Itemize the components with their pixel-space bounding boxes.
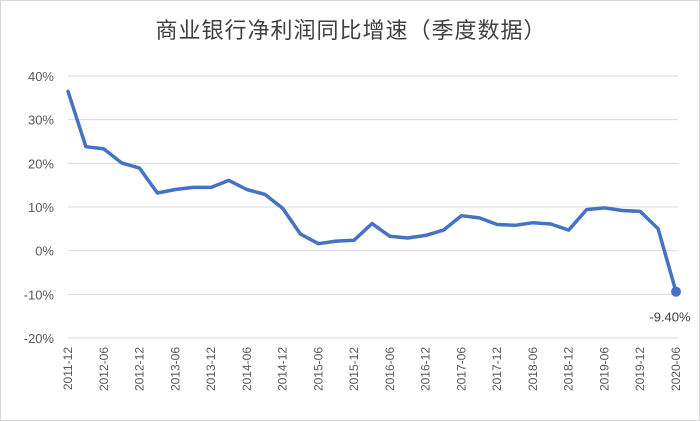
x-tick-label: 2013-06 [168, 347, 182, 391]
y-tick-label: -20% [24, 331, 55, 346]
x-tick-label: 2014-06 [240, 347, 254, 391]
x-tick-label: 2015-06 [311, 347, 325, 391]
y-tick-label: 40% [28, 69, 54, 84]
data-point-marker [671, 286, 681, 297]
x-tick-label: 2016-12 [419, 347, 433, 391]
x-tick-label: 2019-12 [633, 347, 647, 391]
chart-title: 商业银行净利润同比增速（季度数据） [155, 19, 547, 44]
x-tick-label: 2016-06 [383, 347, 397, 391]
x-tick-label: 2020-06 [669, 347, 683, 391]
y-tick-label: 20% [28, 156, 54, 171]
x-tick-label: 2017-06 [454, 347, 468, 391]
x-tick-label: 2018-06 [526, 347, 540, 391]
y-tick-label: 0% [35, 244, 54, 259]
x-tick-label: 2013-12 [204, 347, 218, 391]
x-tick-label: 2014-12 [276, 347, 290, 391]
x-tick-label: 2017-12 [490, 347, 504, 391]
y-tick-label: 30% [28, 113, 54, 128]
series-line [66, 89, 678, 294]
data-label: -9.40% [649, 310, 691, 325]
x-tick-label: 2019-06 [597, 347, 611, 391]
x-tick-label: 2018-12 [562, 347, 576, 391]
x-tick-label: 2012-12 [133, 347, 147, 391]
y-tick-label: -10% [24, 287, 55, 302]
x-tick-label: 2015-12 [347, 347, 361, 391]
x-tick-label: 2011-12 [61, 347, 75, 390]
y-tick-label: 10% [28, 200, 54, 215]
x-tick-label: 2012-06 [97, 347, 111, 391]
